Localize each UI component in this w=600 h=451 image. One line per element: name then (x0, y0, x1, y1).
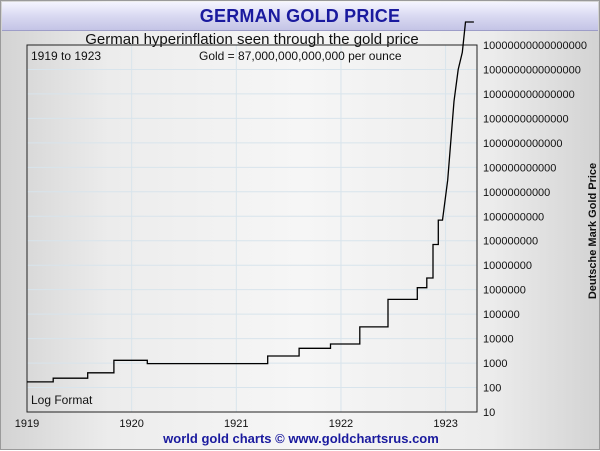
y-tick-label: 1000 (483, 358, 507, 370)
x-tick-label: 1920 (119, 418, 143, 430)
y-tick-label: 100000000000000 (483, 89, 575, 101)
y-tick-label: 1000000 (483, 285, 526, 297)
y-tick-label: 100000 (483, 309, 520, 321)
x-tick-label: 1922 (329, 418, 353, 430)
x-tick-label: 1919 (15, 418, 39, 430)
footer-credit: world gold charts © www.goldchartsrus.co… (163, 431, 439, 446)
chart-title: GERMAN GOLD PRICE (199, 6, 401, 26)
chart-subtitle: German hyperinflation seen through the g… (85, 31, 419, 48)
y-tick-label: 100 (483, 383, 501, 395)
period-annotation: 1919 to 1923 (31, 49, 101, 63)
x-tick-labels: 1919 1920 1921 1922 1923 (15, 418, 458, 430)
log-format-annotation: Log Format (31, 393, 93, 407)
x-tick-label: 1923 (433, 418, 457, 430)
y-tick-label: 100000000 (483, 236, 538, 248)
title-bar: GERMAN GOLD PRICE (2, 2, 598, 31)
y-tick-label: 1000000000000000 (483, 64, 581, 76)
y-tick-label: 10 (483, 407, 495, 419)
y-tick-label: 10000 (483, 334, 514, 346)
y-tick-label: 1000000000 (483, 211, 544, 223)
y-axis-label: Deutsche Mark Gold Price (587, 163, 599, 299)
y-tick-label: 10000000000000 (483, 113, 569, 125)
y-tick-label: 10000000 (483, 260, 532, 272)
gold-note-annotation: Gold = 87,000,000,000,000 per ounce (199, 49, 402, 63)
x-tick-label: 1921 (224, 418, 248, 430)
series-line-gold-price (27, 21, 474, 383)
y-tick-label: 1000000000000 (483, 138, 563, 150)
y-tick-label: 10000000000000000 (483, 40, 587, 52)
y-tick-label: 100000000000 (483, 162, 556, 174)
grid-lines (26, 44, 477, 413)
y-tick-label: 10000000000 (483, 187, 550, 199)
plot-area (26, 44, 478, 413)
y-tick-labels: 10 100 1000 10000 100000 1000000 10000000 10000… (483, 40, 587, 419)
